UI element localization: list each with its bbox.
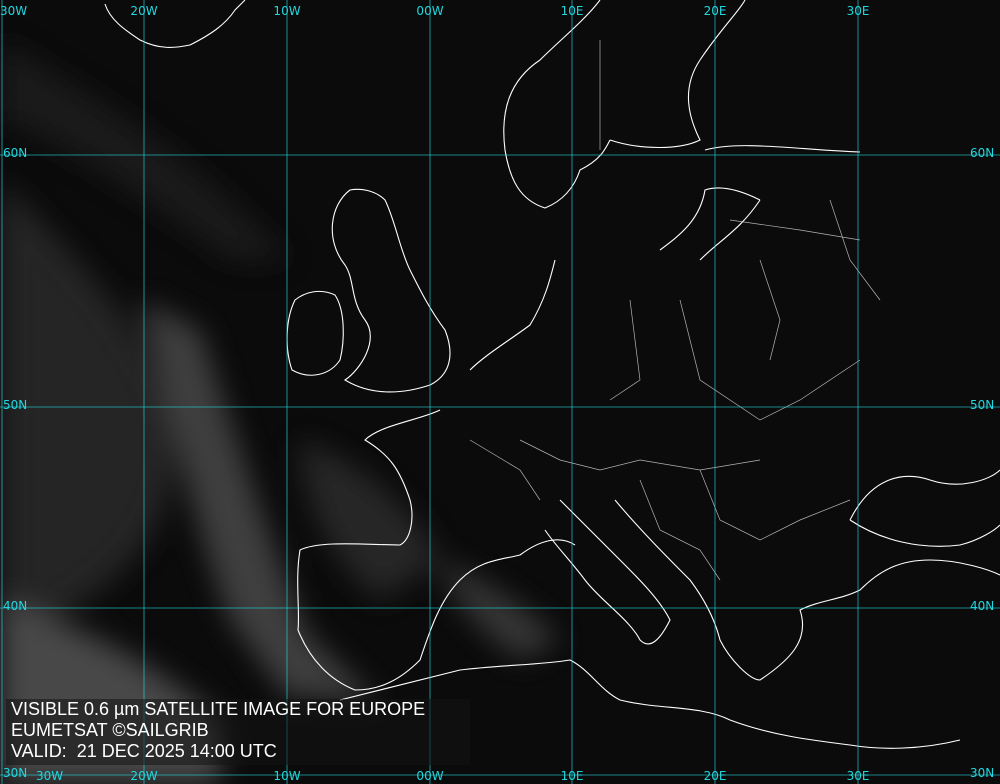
lon-label-top: 30E xyxy=(846,4,870,18)
lon-label-bottom: 30W xyxy=(36,769,64,783)
coastline-ireland xyxy=(286,290,344,376)
coastline-black-sea xyxy=(849,469,1000,547)
coastline-continent-west xyxy=(297,259,576,691)
lat-label-right: 60N xyxy=(970,146,995,160)
caption-credit: EUMETSAT ©SAILGRIB xyxy=(11,720,209,740)
lat-label-right: 30N xyxy=(970,766,995,780)
lon-label-bottom: 20E xyxy=(703,769,727,783)
lon-label-bottom: 20W xyxy=(130,769,158,783)
lat-label-left: 40N xyxy=(3,599,28,613)
coastline-british-isles xyxy=(331,188,451,393)
lon-label-bottom: 10E xyxy=(560,769,584,783)
coastline-north-africa xyxy=(339,659,961,749)
map-caption: VISIBLE 0.6 µm SATELLITE IMAGE FOR EUROP… xyxy=(6,699,470,765)
lat-label-right: 40N xyxy=(970,599,995,613)
lon-label-top: 00W xyxy=(416,4,444,18)
lat-label-left: 60N xyxy=(3,146,28,160)
lon-label-bottom: 30E xyxy=(846,769,870,783)
lon-label-bottom: 10W xyxy=(273,769,301,783)
coastline-iceland xyxy=(104,0,246,48)
coastline-italy xyxy=(544,499,671,645)
lat-label-left: 50N xyxy=(3,398,28,412)
lon-label-bottom: 00W xyxy=(416,769,444,783)
lon-label-top: 30W xyxy=(0,4,28,18)
lon-label-top: 10W xyxy=(273,4,301,18)
lon-label-top: 20W xyxy=(130,4,158,18)
borders xyxy=(469,40,881,581)
coastline-finland-baltic xyxy=(659,145,861,261)
coastline-balkans-greece xyxy=(614,499,1000,681)
lat-label-left: 30N xyxy=(3,766,28,780)
coastline-scandinavia xyxy=(503,0,746,209)
cloud-layer xyxy=(0,40,560,784)
lon-label-top: 10E xyxy=(560,4,584,18)
lat-label-right: 50N xyxy=(970,398,995,412)
coastlines xyxy=(104,0,1000,749)
caption-title: VISIBLE 0.6 µm SATELLITE IMAGE FOR EUROP… xyxy=(11,699,426,719)
lon-label-top: 20E xyxy=(703,4,727,18)
caption-valid-time: VALID: 21 DEC 2025 14:00 UTC xyxy=(11,741,277,761)
